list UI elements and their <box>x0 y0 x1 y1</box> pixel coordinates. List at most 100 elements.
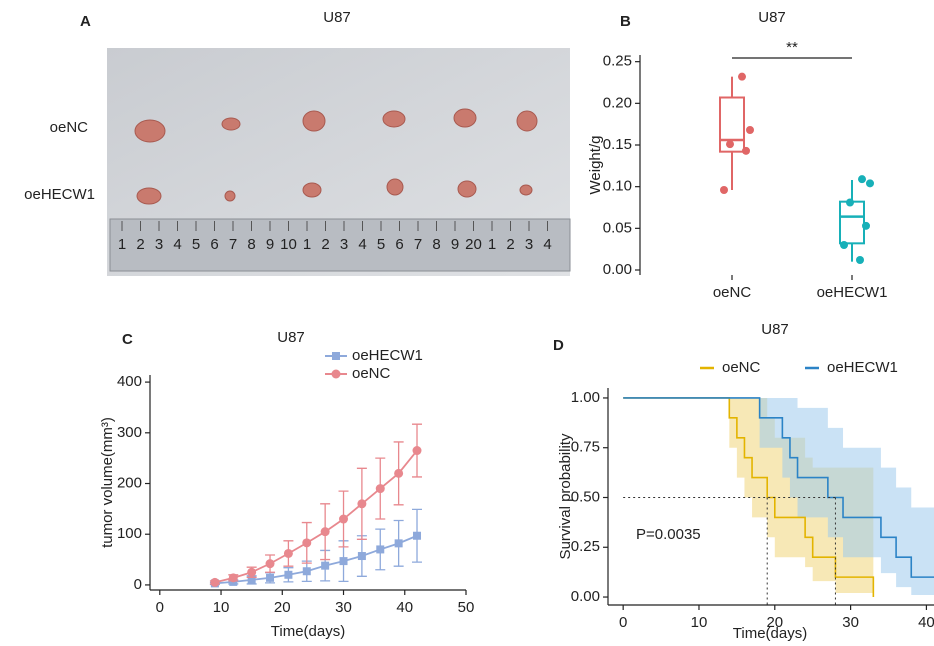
marker <box>302 538 312 548</box>
legend-label: oeNC <box>352 365 391 382</box>
tumors <box>134 108 538 205</box>
ruler-label: 8 <box>432 236 440 253</box>
marker <box>320 527 330 537</box>
x-tick-label: 40 <box>396 599 413 616</box>
ruler-label: 4 <box>358 236 366 253</box>
significance-label: ** <box>786 39 798 56</box>
legend-label: oeHECW1 <box>352 347 423 364</box>
marker <box>412 446 422 456</box>
x-axis-title: Time(days) <box>733 625 807 642</box>
y-tick-label: 0.20 <box>603 94 632 111</box>
y-tick-label: 300 <box>117 424 142 441</box>
ruler-label: 2 <box>506 236 514 253</box>
panel-title: U87 <box>277 329 305 346</box>
series-line <box>214 534 418 585</box>
y-axis-title: Weight/g <box>587 136 604 195</box>
marker <box>266 573 275 582</box>
ruler-label: 8 <box>247 236 255 253</box>
y-tick-label: 0.50 <box>571 488 600 505</box>
y-tick-label: 0.00 <box>571 588 600 605</box>
ruler-label: 4 <box>543 236 551 253</box>
marker <box>375 484 385 494</box>
marker <box>357 552 366 561</box>
x-tick-label: 10 <box>691 614 708 631</box>
x-tick-label: 30 <box>842 614 859 631</box>
marker <box>413 531 422 540</box>
ruler-label: 7 <box>414 236 422 253</box>
y-tick-label: 0.00 <box>603 261 632 278</box>
ruler-label: 9 <box>266 236 274 253</box>
confidence-band <box>623 397 934 596</box>
legend-marker <box>332 352 340 360</box>
annotation: P=0.0035 <box>636 526 701 543</box>
x-tick-label: 20 <box>766 614 783 631</box>
panel-label: B <box>620 13 631 30</box>
ruler-label: 6 <box>395 236 403 253</box>
point <box>742 146 750 155</box>
legend-label: oeNC <box>722 359 761 376</box>
x-tick-label: 20 <box>274 599 291 616</box>
ruler-label: 3 <box>525 236 533 253</box>
marker <box>321 561 330 570</box>
point <box>720 186 728 194</box>
ruler-label: 2 <box>321 236 329 253</box>
x-tick-label: 0 <box>156 599 164 616</box>
ruler-label: 3 <box>155 236 163 253</box>
survival-curve <box>623 397 934 578</box>
point <box>862 221 870 230</box>
point <box>840 241 848 249</box>
row-label: oeHECW1 <box>24 186 95 203</box>
panel-title: U87 <box>761 321 789 338</box>
point <box>856 256 864 264</box>
ruler-label: 20 <box>465 236 482 253</box>
x-tick-label: 50 <box>458 599 475 616</box>
marker <box>339 514 349 524</box>
box <box>719 96 745 153</box>
series-line <box>214 449 418 584</box>
ruler-label: 1 <box>488 236 496 253</box>
marker <box>302 567 311 576</box>
ruler-label: 1 <box>303 236 311 253</box>
marker <box>284 570 293 579</box>
x-tick-label: 10 <box>213 599 230 616</box>
y-tick-label: 1.00 <box>571 389 600 406</box>
legend-marker <box>331 369 341 379</box>
point <box>746 126 754 134</box>
point <box>846 198 854 207</box>
x-tick-label: oeNC <box>713 284 752 301</box>
panel-label: C <box>122 331 133 348</box>
legend-label: oeHECW1 <box>827 359 898 376</box>
y-tick-label: 0.75 <box>571 439 600 456</box>
y-tick-label: 0.25 <box>571 538 600 555</box>
x-tick-label: 0 <box>619 614 627 631</box>
ruler-label: 5 <box>192 236 200 253</box>
marker <box>376 545 385 554</box>
row-label: oeNC <box>50 119 89 136</box>
x-axis-title: Time(days) <box>271 623 345 640</box>
marker <box>247 567 257 577</box>
ruler-label: 5 <box>377 236 385 253</box>
survival-curve <box>623 397 875 598</box>
marker <box>210 577 220 587</box>
marker <box>283 548 293 558</box>
point <box>726 140 734 149</box>
ruler-label: 2 <box>136 236 144 253</box>
y-axis-title: tumor volume(mm³) <box>99 417 116 548</box>
point <box>738 72 746 81</box>
marker <box>339 557 348 566</box>
ruler-label: 9 <box>451 236 459 253</box>
panel-title: U87 <box>758 9 786 26</box>
marker <box>228 573 238 583</box>
ruler-label: 1 <box>118 236 126 253</box>
y-axis-title: Survival probability <box>557 433 574 559</box>
y-tick-label: 0 <box>134 576 142 593</box>
ruler <box>109 218 571 272</box>
ruler-label: 3 <box>340 236 348 253</box>
x-tick-label: 40 <box>918 614 934 631</box>
point <box>866 179 874 188</box>
y-tick-label: 0.25 <box>603 53 632 70</box>
marker <box>394 468 404 478</box>
x-tick-label: oeHECW1 <box>817 284 888 301</box>
y-tick-label: 0.10 <box>603 178 632 195</box>
